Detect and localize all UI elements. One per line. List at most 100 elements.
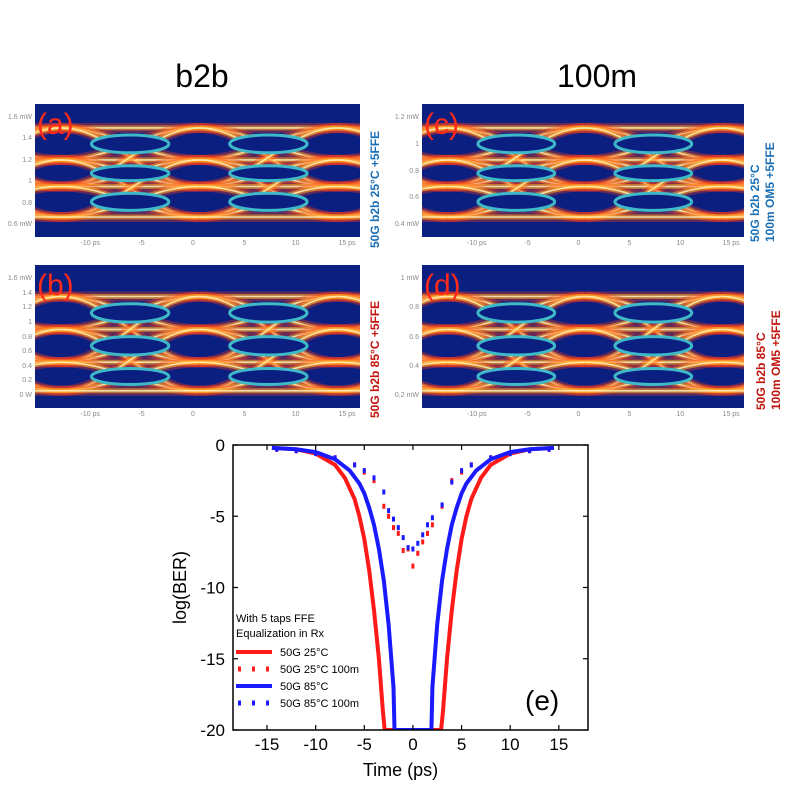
data-point bbox=[353, 462, 357, 468]
data-point bbox=[426, 522, 429, 528]
data-point bbox=[406, 545, 410, 551]
eye-x-tick: -10 ps bbox=[467, 411, 487, 418]
data-point bbox=[469, 462, 473, 468]
eye-x-tick: 10 bbox=[676, 240, 685, 247]
eye-y-tick: 0.2 bbox=[22, 377, 32, 385]
data-point bbox=[411, 563, 415, 569]
x-tick-label: 15 bbox=[549, 735, 568, 754]
eye-panel-a bbox=[35, 104, 360, 237]
y-axis-label: log(BER) bbox=[170, 551, 190, 624]
legend-swatch bbox=[252, 666, 255, 672]
legend-swatch bbox=[238, 666, 241, 672]
column-title-100m: 100m bbox=[556, 58, 638, 94]
eye-x-tick: 0 bbox=[576, 240, 581, 247]
eye-x-tick: 5 bbox=[242, 411, 247, 418]
eye-x-tick: 0 bbox=[576, 411, 581, 418]
eye-y-tick: 0.8 bbox=[409, 304, 419, 312]
eye-x-tick: -5 bbox=[138, 240, 145, 247]
data-point bbox=[547, 446, 551, 452]
eye-y-tick: 1.6 mW bbox=[7, 114, 32, 121]
eye-pattern bbox=[35, 291, 360, 396]
data-point bbox=[421, 532, 425, 538]
data-point bbox=[416, 540, 420, 546]
y-tick-label: -10 bbox=[200, 579, 225, 598]
data-point bbox=[450, 479, 454, 485]
eye-y-tick: 0.2 mW bbox=[394, 392, 419, 399]
x-tick-label: -10 bbox=[303, 735, 328, 754]
eye-y-tick: 1 bbox=[28, 178, 32, 186]
data-point bbox=[387, 508, 391, 514]
eye-y-tick: 1.4 bbox=[22, 289, 32, 297]
data-point bbox=[430, 522, 434, 528]
eye-y-tick: 0.4 bbox=[22, 362, 32, 370]
legend-swatch bbox=[238, 700, 241, 706]
data-point bbox=[396, 530, 400, 536]
data-point bbox=[440, 502, 444, 508]
data-point bbox=[387, 513, 391, 519]
eye-x-tick: 10 bbox=[291, 411, 300, 418]
eye-y-tick: 1.4 bbox=[22, 135, 32, 143]
data-point bbox=[294, 448, 298, 454]
eye-pattern bbox=[422, 291, 744, 396]
legend-label: 50G 25°C 100m bbox=[280, 664, 359, 676]
eye-x-tick: 0 bbox=[190, 240, 195, 247]
eye-x-tick: 10 bbox=[676, 411, 685, 418]
data-point bbox=[460, 468, 464, 474]
y-tick-label: 0 bbox=[216, 436, 225, 455]
legend-title: Equalization in Rx bbox=[236, 628, 325, 640]
legend-label: 50G 85°C 100m bbox=[280, 698, 359, 710]
eye-x-tick: -10 ps bbox=[80, 240, 100, 247]
eye-y-tick: 0.6 bbox=[409, 194, 419, 202]
eye-panel-d bbox=[422, 265, 744, 408]
x-axis-label: Time (ps) bbox=[363, 760, 438, 780]
eye-y-tick: 1 mW bbox=[400, 275, 419, 282]
data-point bbox=[416, 550, 420, 556]
x-tick-label: 5 bbox=[457, 735, 466, 754]
data-point bbox=[382, 503, 386, 509]
eye-x-tick: 15 ps bbox=[722, 240, 740, 247]
data-point bbox=[401, 548, 405, 553]
series-line-2 bbox=[271, 445, 555, 730]
y-tick-label: -15 bbox=[200, 650, 225, 669]
data-point bbox=[411, 546, 415, 552]
legend-label: 50G 25°C bbox=[280, 647, 328, 659]
x-tick-label: 0 bbox=[408, 735, 417, 754]
panel-tag: (d) bbox=[424, 269, 461, 302]
eye-x-tick: 15 ps bbox=[338, 240, 356, 247]
eye-y-tick: 0 W bbox=[19, 392, 32, 399]
eye-x-tick: -5 bbox=[138, 411, 145, 418]
eye-x-tick: -10 ps bbox=[80, 411, 100, 418]
legend-label: 50G 85°C bbox=[280, 681, 328, 693]
x-tick-label: -15 bbox=[255, 735, 280, 754]
data-point bbox=[382, 489, 386, 495]
eye-x-tick: -5 bbox=[524, 411, 531, 418]
eye-y-tick: 1.2 bbox=[22, 304, 32, 312]
eye-y-tick: 1.6 mW bbox=[7, 275, 32, 282]
eye-y-tick: 1.2 mW bbox=[394, 114, 419, 121]
eye-x-tick: -10 ps bbox=[467, 240, 487, 247]
y-tick-label: -20 bbox=[200, 721, 225, 740]
eye-x-tick: 5 bbox=[242, 240, 247, 247]
data-point bbox=[275, 446, 279, 452]
eye-x-tick: 5 bbox=[627, 411, 632, 418]
eye-x-tick: 15 ps bbox=[338, 411, 356, 418]
legend-swatch bbox=[252, 700, 255, 706]
legend-swatch bbox=[266, 700, 269, 706]
eye-x-tick: 0 bbox=[190, 411, 195, 418]
eye-y-tick: 1 bbox=[415, 140, 419, 148]
eye-y-tick: 0.6 mW bbox=[7, 221, 32, 228]
eye-x-tick: 15 ps bbox=[722, 411, 740, 418]
eye-y-tick: 0.6 bbox=[22, 348, 32, 356]
column-title-b2b: b2b bbox=[175, 58, 229, 94]
eye-y-tick: 0.4 bbox=[409, 362, 419, 370]
eye-y-tick: 0.6 bbox=[409, 333, 419, 341]
eye-y-tick: 0.4 mW bbox=[394, 221, 419, 228]
data-point bbox=[396, 525, 400, 531]
data-point bbox=[372, 478, 376, 484]
data-point bbox=[426, 530, 429, 536]
data-point bbox=[421, 539, 425, 545]
eye-y-tick: 0.8 bbox=[22, 333, 32, 341]
panel-tag: (b) bbox=[37, 269, 74, 302]
data-point bbox=[392, 525, 395, 531]
